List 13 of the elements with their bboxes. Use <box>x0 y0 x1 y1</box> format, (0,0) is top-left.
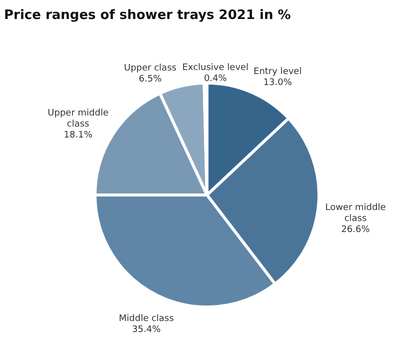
data-label: 0.4% <box>204 74 228 84</box>
data-label: 6.5% <box>138 74 162 84</box>
slice-label: Upper class <box>124 63 177 74</box>
slice-label: Middle class <box>118 314 174 324</box>
data-label: 35.4% <box>132 324 162 335</box>
slice-label: Exclusive level <box>182 63 249 74</box>
data-label: 13.0% <box>263 78 292 88</box>
slice-label: Upper middle class <box>48 108 109 130</box>
slice-label: Lower middle class <box>325 203 386 224</box>
data-label: 18.1% <box>64 130 93 141</box>
data-label: 26.6% <box>341 225 370 236</box>
chart-title: Price ranges of shower trays 2021 in % <box>4 8 291 23</box>
slice-label: Entry level <box>254 67 302 78</box>
